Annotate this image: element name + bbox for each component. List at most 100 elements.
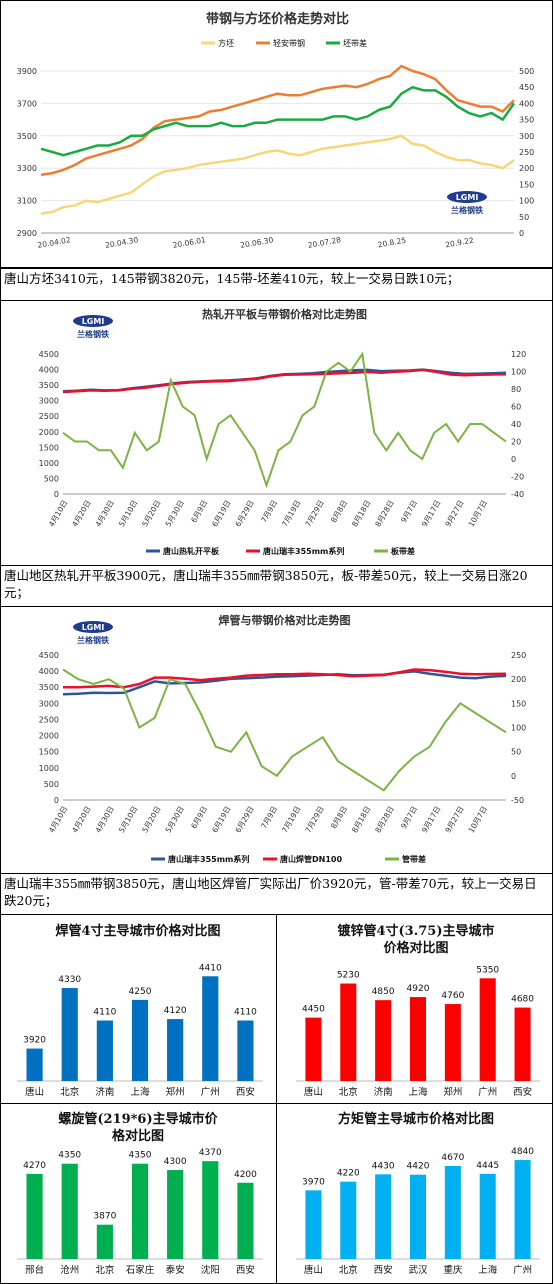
y-left-tick: 2500 bbox=[39, 412, 59, 421]
y-left-tick: 3100 bbox=[17, 197, 37, 206]
category-label: 武汉 bbox=[408, 1264, 428, 1276]
data-label: 5350 bbox=[476, 965, 499, 975]
data-label: 4680 bbox=[511, 995, 534, 1005]
category-label: 广州 bbox=[201, 1086, 220, 1098]
x-tick-label: 8月28日 bbox=[373, 805, 395, 835]
x-tick-label: 7月29日 bbox=[303, 805, 325, 835]
bar bbox=[479, 978, 496, 1081]
legend-label: 轻安带钢 bbox=[273, 38, 305, 48]
x-tick-label: 7月19日 bbox=[280, 805, 302, 835]
bar-chart-square-pipe: 方矩管主导城市价格对比图 3970 唐山 4220 北京 4430 西安 4420 武汉 4670… bbox=[296, 1111, 540, 1276]
x-tick-label: 6月9日 bbox=[189, 499, 209, 525]
y-left-tick: 2000 bbox=[39, 428, 59, 437]
y-left-tick: 4000 bbox=[39, 667, 59, 676]
x-tick-label: 8月18日 bbox=[350, 805, 372, 835]
logo-mark: LGMI bbox=[82, 623, 105, 632]
y-left-tick: 3500 bbox=[17, 132, 37, 141]
data-label: 3920 bbox=[23, 1036, 46, 1046]
x-tick-label: 5月30日 bbox=[164, 499, 186, 529]
x-tick-label: 7月29日 bbox=[303, 499, 325, 529]
bar bbox=[237, 1182, 254, 1259]
y-right-tick: 100 bbox=[511, 368, 526, 377]
grid-divider-horizontal bbox=[1, 1103, 552, 1104]
y-right-tick: 40 bbox=[511, 420, 521, 429]
x-tick-label: 20.8.25 bbox=[377, 236, 407, 250]
category-label: 唐山 bbox=[304, 1264, 323, 1276]
bar bbox=[167, 1170, 184, 1259]
legend-label: 唐山瑞丰355mm系列 bbox=[263, 546, 344, 556]
logo-text: 兰格钢铁 bbox=[77, 329, 109, 339]
bar bbox=[131, 1163, 149, 1259]
bar bbox=[61, 988, 78, 1081]
logo-ellipse bbox=[447, 191, 487, 203]
x-tick-label: 9月27日 bbox=[443, 805, 465, 835]
category-label: 北京 bbox=[339, 1264, 358, 1276]
bar bbox=[96, 1224, 113, 1259]
x-tick-label: 9月17日 bbox=[420, 499, 442, 529]
data-label: 4430 bbox=[372, 1161, 395, 1171]
series-line-2 bbox=[62, 368, 507, 394]
x-tick-label: 9月7日 bbox=[399, 805, 419, 831]
y-left-tick: 1000 bbox=[39, 764, 59, 773]
x-tick-label: 5月20日 bbox=[140, 499, 162, 529]
x-tick-label: 4月20日 bbox=[70, 805, 92, 835]
category-label: 重庆 bbox=[443, 1264, 463, 1276]
legend-label: 方坯 bbox=[218, 38, 234, 48]
bar bbox=[340, 983, 357, 1081]
y-left-tick: 1500 bbox=[39, 748, 59, 757]
bar bbox=[305, 1190, 322, 1259]
y-left-tick: 3300 bbox=[17, 164, 37, 173]
y-left-tick: 3700 bbox=[17, 99, 37, 108]
y-left-tick: 500 bbox=[44, 780, 59, 789]
x-tick-label: 9月7日 bbox=[399, 499, 419, 525]
y-left-tick: 2900 bbox=[17, 229, 37, 238]
chart-title: 热轧开平板与带钢价格对比走势图 bbox=[202, 307, 367, 321]
y-left-tick: 500 bbox=[44, 474, 59, 483]
bar bbox=[202, 976, 219, 1081]
chart-title: 焊管4寸主导城市价格对比图 bbox=[55, 923, 220, 939]
x-tick-label: 7月9日 bbox=[259, 499, 279, 525]
x-tick-label: 4月10日 bbox=[47, 499, 69, 529]
y-right-tick: 120 bbox=[511, 350, 526, 359]
category-label: 广州 bbox=[513, 1264, 532, 1276]
y-right-tick: 80 bbox=[511, 385, 521, 394]
x-tick-label: 6月19日 bbox=[210, 805, 232, 835]
data-label: 4200 bbox=[234, 1170, 257, 1180]
legend-label: 管带差 bbox=[402, 854, 426, 864]
chart-strip-vs-billet: 带钢与方坯价格走势对比 2900 3100 3300 3500 3700 3900 0 50 10… bbox=[17, 11, 535, 250]
category-label: 沈阳 bbox=[201, 1264, 220, 1276]
category-label: 济南 bbox=[95, 1086, 114, 1098]
logo-text: 兰格钢铁 bbox=[77, 635, 109, 645]
data-label: 4760 bbox=[441, 991, 464, 1001]
bar-chart-galvanized-pipe: 镀锌管4寸(3.75)主导城市价格对比图 4450 唐山 5230 北京 4850 济南 49… bbox=[296, 923, 540, 1098]
y-left-tick: 1500 bbox=[39, 443, 59, 452]
bar bbox=[409, 1174, 427, 1259]
series-line-3 bbox=[40, 85, 516, 157]
y-right-tick: -50 bbox=[511, 796, 524, 805]
y-right-tick: 0 bbox=[519, 229, 524, 238]
bar bbox=[514, 1160, 531, 1259]
y-right-tick: 50 bbox=[519, 213, 529, 222]
bar bbox=[444, 1004, 461, 1081]
chart-title: 焊管与带钢价格对比走势图 bbox=[219, 613, 351, 627]
x-tick-label: 6月29日 bbox=[233, 499, 255, 529]
chart-title: 螺旋管(219*6)主导城市价 bbox=[58, 1111, 218, 1127]
category-label: 上海 bbox=[130, 1086, 150, 1098]
y-left-tick: 3500 bbox=[39, 683, 59, 692]
category-label: 西安 bbox=[236, 1086, 255, 1098]
series-line-1 bbox=[40, 134, 515, 215]
bar bbox=[26, 1173, 43, 1259]
bar bbox=[375, 1000, 392, 1081]
x-tick-label: 4月20日 bbox=[70, 499, 92, 529]
y-right-tick: 100 bbox=[519, 197, 534, 206]
category-label: 郑州 bbox=[443, 1086, 462, 1098]
logo-text: 兰格钢铁 bbox=[451, 205, 483, 215]
y-left-tick: 0 bbox=[54, 796, 59, 805]
data-label: 4840 bbox=[511, 1147, 534, 1157]
y-right-tick: 250 bbox=[519, 148, 534, 157]
y-left-tick: 0 bbox=[54, 490, 59, 499]
category-label: 上海 bbox=[478, 1264, 498, 1276]
logo-mark: LGMI bbox=[456, 193, 479, 202]
y-left-tick: 4000 bbox=[39, 366, 59, 375]
chart-panel-plate-strip: 热轧开平板与带钢价格对比走势图 0 500 1000 1500 2000 2500 3000 3… bbox=[0, 300, 553, 566]
